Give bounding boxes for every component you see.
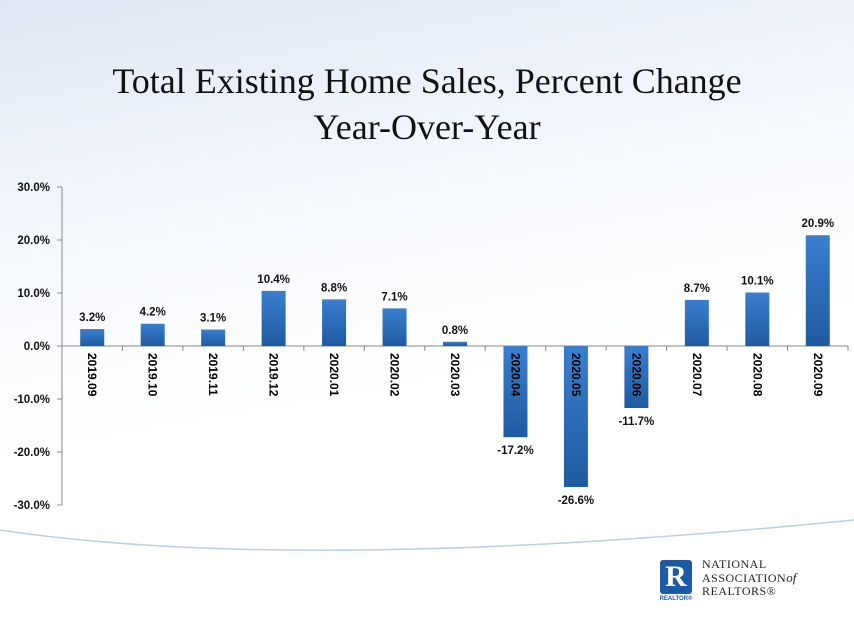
data-label-2019.11: 3.1% bbox=[200, 313, 226, 325]
data-label-2020.03: 0.8% bbox=[442, 325, 468, 337]
bar-2020.05 bbox=[563, 346, 588, 487]
data-label-2020.09: 20.9% bbox=[801, 218, 834, 230]
category-label-2020.01: 2020.01 bbox=[327, 353, 341, 397]
bar-2020.09 bbox=[805, 235, 830, 346]
data-label-2020.02: 7.1% bbox=[381, 291, 407, 303]
category-label-2020.02: 2020.02 bbox=[388, 353, 402, 397]
bar-2020.04 bbox=[503, 346, 528, 438]
bar-2019.10 bbox=[140, 323, 165, 346]
y-tick-label: 0.0% bbox=[24, 341, 50, 353]
y-tick-label: -20.0% bbox=[14, 447, 50, 459]
category-label-2019.12: 2019.12 bbox=[267, 353, 281, 397]
y-tick-label: 20.0% bbox=[17, 235, 50, 247]
bar-2020.02 bbox=[382, 308, 407, 346]
logo-sub-text: REALTOR® bbox=[659, 596, 693, 602]
logo-letter: R bbox=[665, 560, 687, 593]
logo-line-3: REALTORS® bbox=[702, 584, 777, 598]
bar-2020.08 bbox=[745, 292, 770, 346]
data-label-2020.06: -11.7% bbox=[618, 416, 654, 428]
category-label-2020.09: 2020.09 bbox=[811, 353, 825, 397]
bar-2020.01 bbox=[322, 299, 347, 346]
realtor-r-logo-icon: R bbox=[660, 560, 692, 594]
nar-logo: R REALTOR® NATIONAL ASSOCIATIONof REALTO… bbox=[660, 558, 840, 608]
bar-2019.09 bbox=[80, 329, 105, 346]
y-tick-label: 10.0% bbox=[17, 288, 50, 300]
bar-2020.06 bbox=[624, 346, 649, 409]
data-label-2020.07: 8.7% bbox=[684, 283, 710, 295]
data-label-2020.05: -26.6% bbox=[558, 495, 594, 507]
logo-line-2: ASSOCIATION bbox=[702, 571, 787, 585]
bar-2020.03 bbox=[443, 341, 467, 346]
data-label-2020.01: 8.8% bbox=[321, 282, 347, 294]
category-label-2020.06: 2020.06 bbox=[629, 353, 643, 397]
chart-title-line-1: Total Existing Home Sales, Percent Chang… bbox=[112, 61, 742, 101]
logo-wordmark: NATIONAL ASSOCIATIONof REALTORS® bbox=[702, 558, 796, 598]
category-label-2020.07: 2020.07 bbox=[690, 353, 704, 397]
y-tick-label: 30.0% bbox=[17, 182, 50, 194]
data-label-2019.10: 4.2% bbox=[140, 307, 166, 319]
category-label-2020.03: 2020.03 bbox=[448, 353, 462, 397]
data-label-2019.09: 3.2% bbox=[79, 312, 105, 324]
logo-line-1: NATIONAL bbox=[702, 557, 767, 571]
chart-title: Total Existing Home Sales, Percent Chang… bbox=[0, 58, 854, 150]
bar-2019.12 bbox=[261, 290, 286, 346]
logo-line-2-suffix: of bbox=[786, 570, 797, 585]
y-tick-label: -30.0% bbox=[14, 500, 50, 512]
y-tick-label: -10.0% bbox=[14, 394, 50, 406]
category-label-2020.08: 2020.08 bbox=[750, 353, 764, 397]
chart-title-line-2: Year-Over-Year bbox=[313, 107, 541, 147]
bar-2020.07 bbox=[684, 299, 709, 346]
category-label-2019.09: 2019.09 bbox=[85, 353, 99, 397]
category-label-2020.05: 2020.05 bbox=[569, 353, 583, 397]
data-label-2020.04: -17.2% bbox=[497, 445, 533, 457]
data-label-2020.08: 10.1% bbox=[741, 275, 774, 287]
bar-2019.11 bbox=[201, 329, 226, 346]
category-label-2019.10: 2019.10 bbox=[146, 353, 160, 397]
data-label-2019.12: 10.4% bbox=[257, 274, 290, 286]
category-label-2020.04: 2020.04 bbox=[508, 353, 522, 397]
category-label-2019.11: 2019.11 bbox=[206, 353, 220, 396]
